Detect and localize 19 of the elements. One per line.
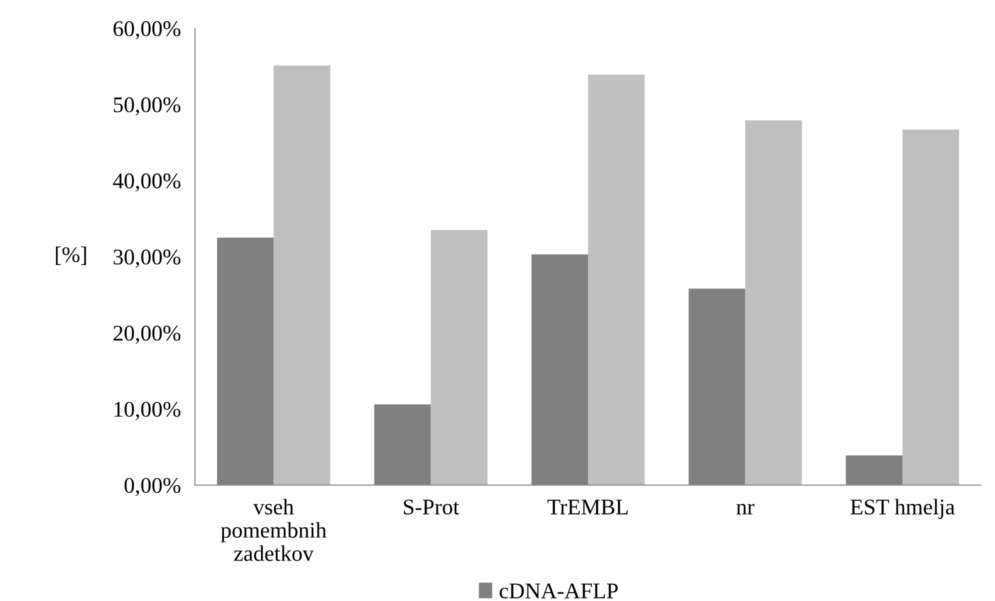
y-tick-label: 30,00% bbox=[114, 250, 180, 268]
x-tick-label: vseh pomembnih zadetkov bbox=[220, 498, 326, 562]
x-tick-label: TrEMBL bbox=[547, 500, 628, 514]
bar bbox=[902, 129, 960, 486]
y-tick-label: 10,00% bbox=[114, 402, 180, 420]
y-tick-label: 20,00% bbox=[114, 326, 180, 344]
bar bbox=[588, 74, 645, 486]
x-tick-label: S-Prot bbox=[404, 500, 460, 515]
x-tick-label: EST hmelja bbox=[850, 498, 955, 520]
legend-label: cDNA-AFLP bbox=[500, 584, 618, 598]
x-tick-label: nr bbox=[736, 504, 754, 514]
y-tick-label: 0,00% bbox=[124, 478, 180, 496]
y-axis-title: [%] bbox=[56, 246, 86, 265]
y-tick-label: 50,00% bbox=[114, 97, 180, 116]
bar bbox=[745, 120, 802, 486]
bar bbox=[274, 66, 330, 486]
bar bbox=[430, 230, 488, 486]
y-tick-label: 60,00% bbox=[114, 21, 180, 40]
y-tick-label: 40,00% bbox=[113, 173, 180, 192]
